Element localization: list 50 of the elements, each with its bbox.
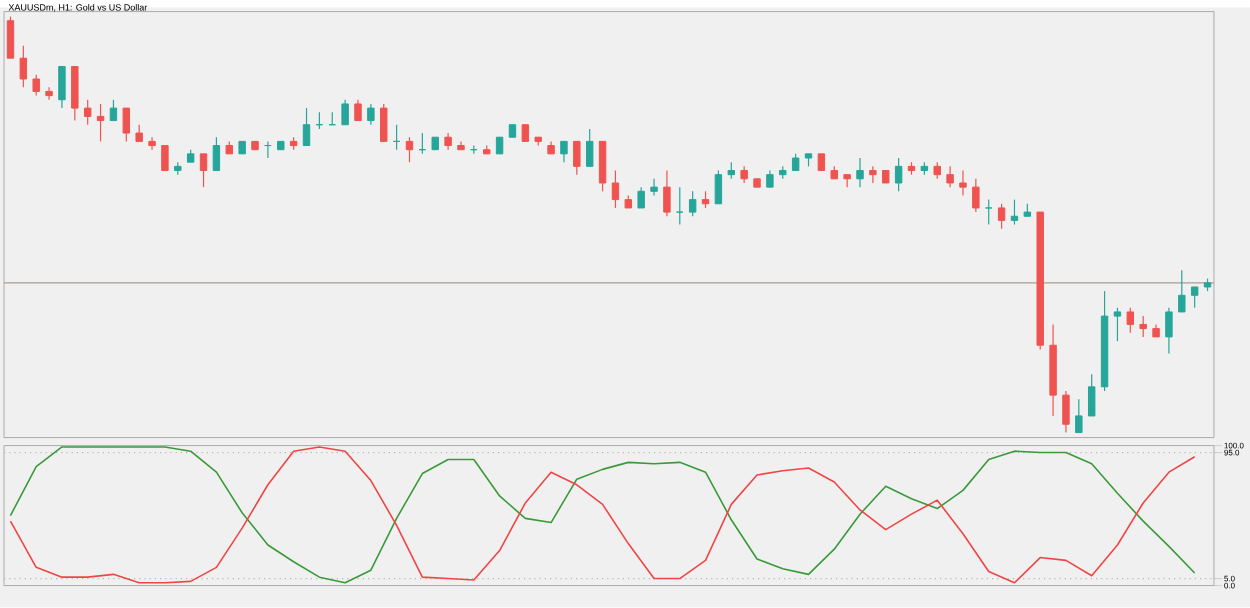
candlestick xyxy=(58,66,66,109)
candlestick xyxy=(199,153,208,188)
candlestick xyxy=(405,136,414,163)
candlestick xyxy=(83,99,92,126)
candlestick xyxy=(946,165,954,188)
candlestick xyxy=(1190,286,1199,309)
candlestick xyxy=(856,157,864,188)
candlestick xyxy=(1113,307,1122,342)
candlestick xyxy=(1062,390,1070,434)
candlestick xyxy=(611,170,620,209)
candlestick xyxy=(1178,269,1186,313)
candlestick xyxy=(1010,199,1019,226)
candlestick xyxy=(19,45,28,89)
candlestick xyxy=(985,199,993,226)
candlestick xyxy=(341,99,349,126)
candlestick xyxy=(71,66,79,122)
candlestick xyxy=(6,16,15,59)
candlestick xyxy=(843,174,851,188)
candlestick xyxy=(122,107,131,143)
candlestick xyxy=(650,178,658,197)
candlestick xyxy=(367,103,375,126)
candlestick xyxy=(161,145,169,172)
candlestick xyxy=(1126,307,1135,334)
candlestick xyxy=(598,141,607,193)
candlestick xyxy=(959,170,967,197)
candlestick xyxy=(96,103,105,143)
candlestick xyxy=(1075,398,1083,434)
candlestick xyxy=(302,107,311,147)
candlestick xyxy=(663,170,671,218)
candlestick xyxy=(869,165,877,184)
candlestick xyxy=(560,141,568,163)
candlestick xyxy=(109,99,118,122)
candlestick xyxy=(32,74,40,97)
candlestick xyxy=(676,186,684,226)
candlestick xyxy=(354,99,362,122)
candlestick xyxy=(573,141,581,176)
candlestick xyxy=(212,136,221,172)
candlestick xyxy=(45,86,53,101)
candlestick xyxy=(585,128,594,168)
candlestick xyxy=(1165,307,1173,355)
candlestick xyxy=(148,136,156,151)
candlestick xyxy=(997,203,1006,230)
candlestick xyxy=(714,170,723,205)
candlestick xyxy=(1087,373,1096,417)
candlestick xyxy=(637,186,645,209)
candlestick xyxy=(688,190,697,218)
candlestick xyxy=(380,103,388,143)
candlestick xyxy=(972,178,980,213)
candlestick xyxy=(894,157,903,193)
candlestick xyxy=(1139,315,1147,338)
